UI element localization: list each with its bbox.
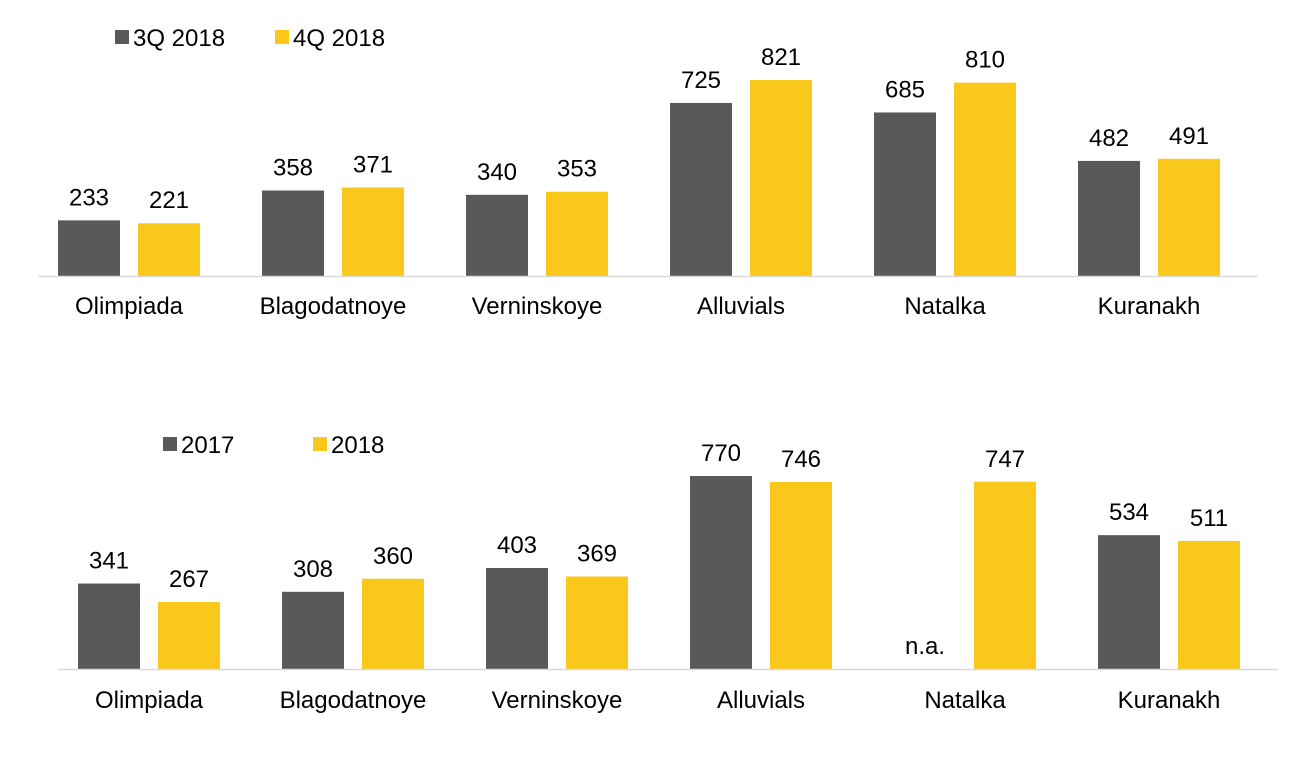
bar bbox=[1078, 160, 1140, 276]
category-label: Alluvials bbox=[717, 687, 805, 714]
category-label: Verninskoye bbox=[472, 293, 603, 320]
legend-swatch-2 bbox=[313, 437, 327, 451]
bar bbox=[262, 190, 324, 276]
bar bbox=[770, 482, 832, 669]
bar bbox=[566, 576, 628, 669]
data-label: 340 bbox=[477, 159, 517, 186]
bar bbox=[282, 591, 344, 669]
data-label: 267 bbox=[169, 566, 209, 593]
bar bbox=[466, 194, 528, 276]
data-label: 358 bbox=[273, 155, 313, 182]
bar bbox=[78, 583, 140, 669]
chart-2: 2017 2018 341 267 Olimpiada 308 360 Blagodatnoy… bbox=[58, 432, 1278, 714]
bar bbox=[750, 80, 812, 276]
bar bbox=[362, 578, 424, 669]
bar bbox=[138, 223, 200, 276]
data-label: 403 bbox=[497, 532, 537, 559]
data-label: 725 bbox=[681, 67, 721, 94]
legend-swatch-1 bbox=[163, 437, 177, 451]
bar bbox=[342, 187, 404, 276]
data-label: 353 bbox=[557, 156, 597, 183]
data-label: 308 bbox=[293, 556, 333, 583]
data-label: 482 bbox=[1089, 125, 1129, 152]
category-label: Olimpiada bbox=[75, 293, 184, 320]
chart-1: 3Q 2018 4Q 2018 233 221 Olimpiada 358 371 Blago… bbox=[38, 25, 1258, 320]
bar bbox=[974, 481, 1036, 669]
bar bbox=[486, 567, 548, 669]
category-label: Blagodatnoye bbox=[260, 293, 407, 320]
bar bbox=[158, 602, 220, 669]
legend-swatch-1 bbox=[115, 30, 129, 44]
category-label: Blagodatnoye bbox=[280, 687, 427, 714]
data-label: 371 bbox=[353, 151, 393, 178]
legend-label-1: 2017 bbox=[181, 432, 234, 459]
data-label: 511 bbox=[1190, 505, 1228, 532]
category-label: Natalka bbox=[904, 293, 986, 320]
legend-label-2: 2018 bbox=[331, 432, 384, 459]
bar bbox=[1158, 158, 1220, 276]
data-label: 770 bbox=[701, 440, 741, 467]
data-label: 685 bbox=[885, 76, 925, 103]
bar bbox=[1178, 540, 1240, 669]
data-label: 534 bbox=[1109, 499, 1149, 526]
data-label: 360 bbox=[373, 543, 413, 570]
data-label: 810 bbox=[965, 47, 1005, 74]
data-label: 747 bbox=[985, 446, 1025, 473]
bar bbox=[954, 82, 1016, 276]
data-label: 221 bbox=[149, 187, 189, 214]
data-label: 233 bbox=[69, 184, 109, 211]
data-label: 369 bbox=[577, 541, 617, 568]
bar bbox=[874, 112, 936, 277]
bar bbox=[690, 476, 752, 669]
category-label: Olimpiada bbox=[95, 687, 204, 714]
data-label: 821 bbox=[761, 44, 801, 71]
category-label: Kuranakh bbox=[1118, 687, 1221, 714]
category-label: Alluvials bbox=[697, 293, 785, 320]
legend-label-2: 4Q 2018 bbox=[293, 25, 385, 52]
data-label: 341 bbox=[89, 548, 129, 575]
category-label: Natalka bbox=[924, 687, 1006, 714]
bar bbox=[546, 191, 608, 276]
data-label: 746 bbox=[781, 446, 821, 473]
legend-swatch-2 bbox=[275, 30, 289, 44]
bar bbox=[670, 102, 732, 276]
data-label: 491 bbox=[1169, 123, 1209, 150]
data-label: n.a. bbox=[905, 633, 945, 660]
category-label: Kuranakh bbox=[1098, 293, 1201, 320]
bar bbox=[58, 220, 120, 276]
bar bbox=[1098, 535, 1160, 669]
legend-label-1: 3Q 2018 bbox=[133, 25, 225, 52]
category-label: Verninskoye bbox=[492, 687, 623, 714]
